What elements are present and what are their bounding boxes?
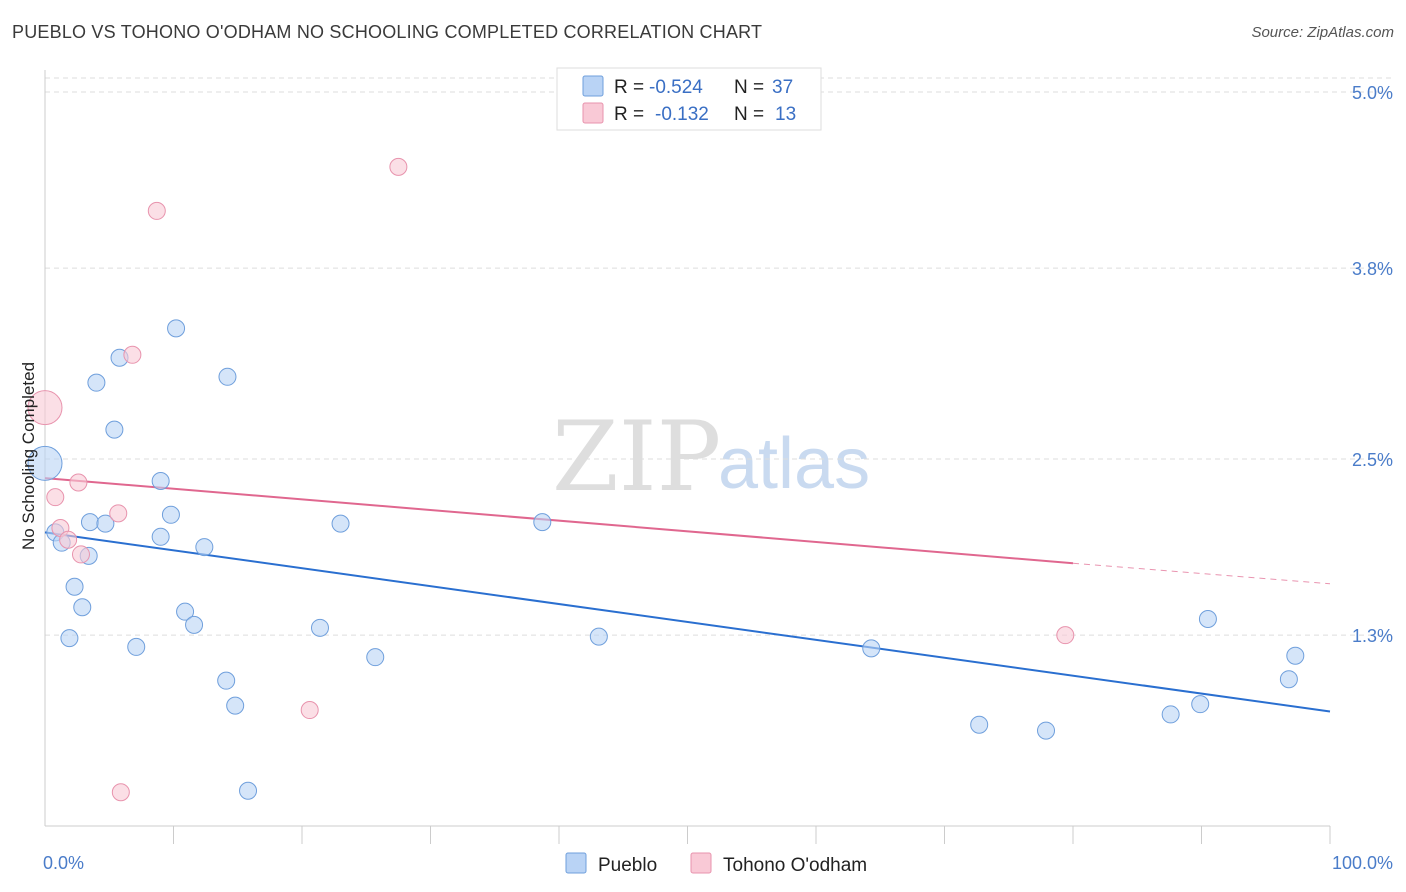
x-tick-label-min: 0.0% — [43, 853, 84, 873]
series-legend: Pueblo Tohono O'odham — [565, 852, 867, 876]
trend-line-tohono-extension — [1072, 562, 1331, 585]
point-tohono — [389, 157, 408, 176]
point-pueblo — [366, 648, 385, 667]
point-pueblo — [185, 615, 204, 634]
point-pueblo — [533, 513, 552, 532]
trend-line-tohono — [44, 477, 1074, 565]
chart-title: PUEBLO VS TOHONO O'ODHAM NO SCHOOLING CO… — [12, 22, 763, 42]
y-tick-label: 5.0% — [1352, 83, 1393, 103]
point-pueblo — [310, 618, 329, 637]
x-tick-label-max: 100.0% — [1332, 853, 1393, 873]
data-points — [27, 157, 1305, 802]
legend-r-label-2: R = — [614, 104, 644, 125]
point-pueblo — [1161, 705, 1180, 724]
legend-swatch-pueblo — [582, 75, 604, 97]
point-pueblo — [1279, 670, 1298, 689]
legend-swatch-tohono — [582, 102, 604, 124]
legend-n-label-1: N = — [734, 77, 764, 98]
point-pueblo — [105, 420, 124, 439]
series-legend-swatch-pueblo — [565, 852, 587, 874]
point-tohono — [69, 473, 88, 492]
point-tohono — [27, 390, 63, 426]
point-pueblo — [589, 627, 608, 646]
point-pueblo — [970, 715, 989, 734]
point-pueblo — [80, 513, 99, 532]
point-pueblo — [60, 629, 79, 648]
point-pueblo — [27, 445, 63, 481]
tick-labels: 1.3% 2.5% 3.8% 5.0% 0.0% 100.0% — [43, 83, 1393, 873]
point-pueblo — [176, 602, 195, 621]
legend-r-label-1: R = — [614, 77, 644, 98]
point-pueblo — [161, 505, 180, 524]
point-pueblo — [226, 696, 245, 715]
trend-lines — [44, 477, 1331, 713]
point-tohono — [147, 201, 166, 220]
series-legend-swatch-tohono — [690, 852, 712, 874]
point-pueblo — [151, 472, 170, 491]
point-pueblo — [1037, 721, 1056, 740]
y-tick-label: 3.8% — [1352, 259, 1393, 279]
point-pueblo — [331, 514, 350, 533]
point-tohono — [123, 345, 142, 364]
watermark-atlas: atlas — [718, 424, 870, 504]
point-tohono — [59, 530, 78, 549]
point-pueblo — [217, 671, 236, 690]
source-credit: Source: ZipAtlas.com — [1251, 24, 1394, 41]
point-pueblo — [151, 527, 170, 546]
legend-n-value-2: 13 — [775, 104, 796, 125]
point-pueblo — [96, 514, 115, 533]
point-pueblo — [65, 577, 84, 596]
point-pueblo — [1191, 695, 1210, 714]
legend-n-value-1: 37 — [772, 77, 793, 98]
gridlines — [45, 77, 1395, 636]
point-tohono — [111, 783, 130, 802]
legend-r-value-2: -0.132 — [655, 104, 709, 125]
point-tohono — [109, 504, 128, 523]
point-pueblo — [1286, 646, 1305, 665]
point-pueblo — [167, 319, 186, 338]
point-tohono — [46, 488, 65, 507]
point-pueblo — [195, 538, 214, 557]
y-axis-label: No Schooling Completed — [19, 362, 38, 550]
series-legend-label-pueblo: Pueblo — [598, 855, 657, 876]
point-pueblo — [862, 639, 881, 658]
y-tick-label: 1.3% — [1352, 626, 1393, 646]
legend-r-value-1: -0.524 — [649, 77, 703, 98]
point-tohono — [71, 545, 90, 564]
point-tohono — [300, 701, 319, 720]
point-pueblo — [73, 598, 92, 617]
point-tohono — [1056, 626, 1075, 645]
point-pueblo — [218, 367, 237, 386]
point-pueblo — [87, 373, 106, 392]
trend-line-pueblo — [44, 531, 1331, 713]
series-legend-label-tohono: Tohono O'odham — [723, 855, 867, 876]
point-pueblo — [1198, 610, 1217, 629]
legend-n-label-2: N = — [734, 104, 764, 125]
watermark-zip: ZIP — [552, 401, 721, 513]
y-tick-label: 2.5% — [1352, 450, 1393, 470]
point-pueblo — [239, 781, 258, 800]
point-pueblo — [127, 637, 146, 656]
stats-legend: R = -0.524 N = 37 R = -0.132 N = 13 — [556, 67, 822, 131]
